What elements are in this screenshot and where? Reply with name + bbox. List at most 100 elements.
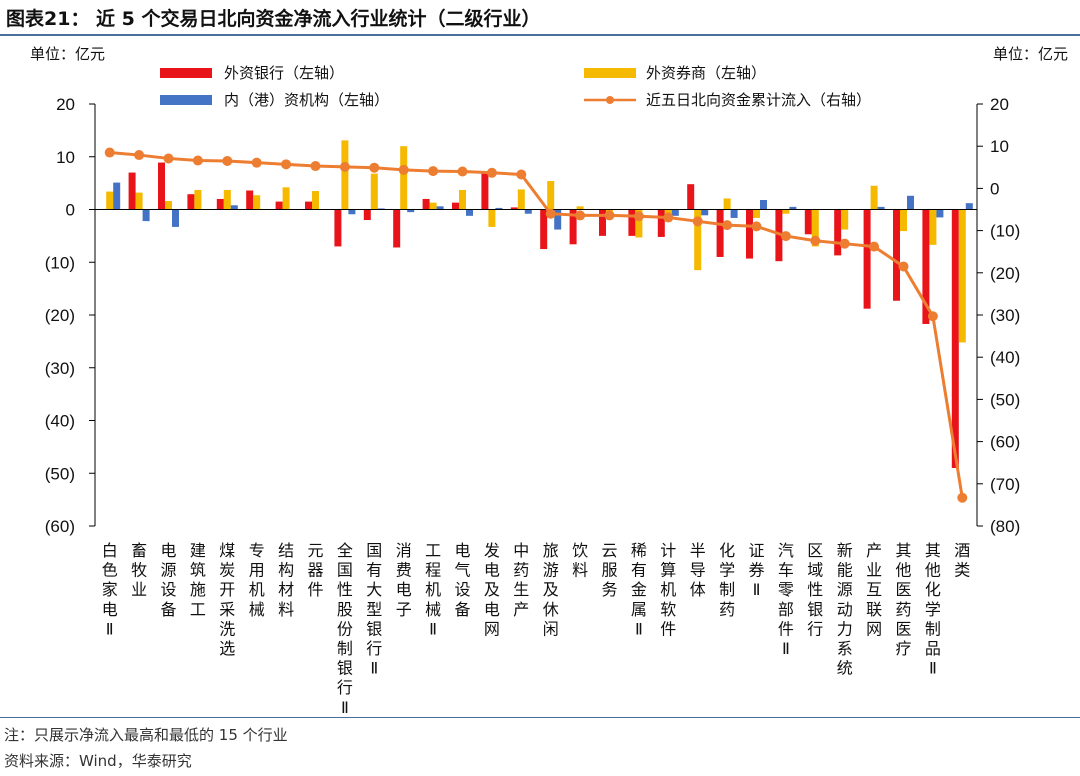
cumulative-point	[398, 164, 409, 175]
left-tick-label: (30)	[45, 359, 75, 378]
bar-foreign-brokers	[870, 185, 878, 210]
bar-foreign-brokers	[517, 189, 525, 210]
cumulative-point	[251, 157, 262, 168]
chart: 单位：亿元 单位：亿元 外资银行（左轴） 外资券商（左轴） 内（港）资机构（左轴…	[30, 45, 1068, 716]
left-tick-label: (50)	[45, 464, 75, 483]
category-label: 建筑施工	[190, 541, 206, 619]
category-label: 全国性股份制银行 Ⅱ	[337, 541, 353, 716]
bar-foreign-brokers	[811, 209, 819, 247]
bar-domestic-institutions	[936, 209, 944, 218]
category-label: 新能源动力系统	[837, 541, 853, 678]
right-tick-label: (70)	[990, 475, 1020, 494]
cumulative-point	[604, 210, 615, 221]
right-tick-label: (20)	[990, 264, 1020, 283]
cumulative-point	[192, 155, 203, 166]
bar-foreign-banks	[216, 198, 224, 210]
left-tick-label: (10)	[45, 253, 75, 272]
bar-foreign-banks	[246, 190, 254, 210]
left-axis-ticks: 20 10 0 (10) (20) (30) (40) (50) (60)	[45, 95, 95, 536]
right-tick-label: (80)	[990, 517, 1020, 536]
left-tick-label: 20	[56, 95, 75, 114]
cumulative-line-series	[104, 147, 968, 503]
bar-domestic-institutions	[495, 207, 503, 210]
right-tick-label: 0	[990, 179, 999, 198]
left-tick-label: (40)	[45, 412, 75, 431]
bar-foreign-banks	[893, 209, 900, 301]
bar-domestic-institutions	[760, 200, 767, 210]
cumulative-point	[898, 261, 909, 272]
bar-foreign-brokers	[782, 209, 790, 214]
legend-marker-cumulative	[606, 96, 614, 104]
legend-label-domestic-institutions: 内（港）资机构（左轴）	[224, 91, 389, 109]
category-label: 产业互联网	[866, 541, 882, 638]
legend-label-foreign-banks: 外资银行（左轴）	[224, 64, 344, 82]
legend-swatch-domestic-institutions	[160, 95, 212, 105]
category-label: 专用机械	[249, 541, 265, 619]
right-tick-label: 10	[990, 137, 1009, 156]
bar-domestic-institutions	[172, 209, 179, 227]
cumulative-point	[428, 166, 439, 177]
bar-domestic-institutions	[907, 195, 914, 210]
left-tick-label: (20)	[45, 306, 75, 325]
category-label: 计算机软件	[660, 541, 676, 638]
category-label: 化学制药	[719, 541, 735, 619]
cumulative-point	[134, 150, 145, 161]
category-label: 半导体	[690, 541, 706, 599]
right-tick-label: (40)	[990, 348, 1020, 367]
category-label: 饮料	[572, 541, 588, 580]
bar-foreign-brokers	[282, 187, 290, 210]
cumulative-point	[163, 153, 174, 164]
left-tick-label: 10	[56, 148, 75, 167]
bar-foreign-brokers	[694, 209, 702, 271]
footnote: 注：只展示净流入最高和最低的 15 个行业	[4, 726, 288, 744]
footer-rule	[0, 717, 1080, 718]
category-label: 白色家电 Ⅱ	[102, 541, 118, 638]
bar-domestic-institutions	[701, 209, 709, 216]
right-unit-label: 单位：亿元	[993, 45, 1068, 63]
category-label: 国有大型银行 Ⅱ	[366, 541, 382, 678]
bar-foreign-banks	[393, 209, 401, 248]
bar-foreign-banks	[628, 209, 636, 236]
title-rule	[0, 34, 1080, 36]
cumulative-point	[516, 169, 527, 180]
bar-foreign-banks	[363, 209, 371, 221]
cumulative-point	[575, 210, 586, 221]
category-label: 其他医药医疗	[895, 541, 911, 658]
bar-domestic-institutions	[436, 206, 444, 210]
bar-foreign-brokers	[929, 209, 937, 245]
cumulative-point	[810, 235, 821, 246]
bar-foreign-banks	[334, 209, 342, 247]
legend: 外资银行（左轴） 外资券商（左轴） 内（港）资机构（左轴） 近五日北向资金累计流…	[160, 64, 871, 109]
cumulative-point	[722, 220, 733, 231]
bar-domestic-institutions	[113, 182, 121, 210]
category-label: 中药生产	[513, 541, 529, 619]
bar-foreign-brokers	[547, 181, 555, 210]
bar-domestic-institutions	[524, 209, 532, 214]
cumulative-point	[957, 492, 968, 503]
category-labels: 白色家电 Ⅱ 畜牧业电源设备建筑施工煤炭开采洗选专用机械结构材料元器件全国性股份制银…	[102, 541, 971, 716]
bar-domestic-institutions	[877, 206, 885, 210]
cumulative-point	[310, 161, 321, 172]
category-label: 元器件	[307, 541, 323, 599]
bar-foreign-brokers	[576, 206, 584, 210]
bar-foreign-brokers	[341, 140, 349, 210]
cumulative-point	[692, 216, 703, 227]
right-tick-label: (30)	[990, 306, 1020, 325]
bar-foreign-brokers	[635, 209, 643, 238]
category-label: 畜牧业	[131, 541, 147, 599]
bar-foreign-banks	[481, 172, 489, 210]
left-tick-label: (60)	[45, 517, 75, 536]
legend-swatch-foreign-brokers	[584, 68, 636, 78]
source-note: 资料来源：Wind，华泰研究	[4, 752, 192, 770]
figure-title: 图表21： 近 5 个交易日北向资金净流入行业统计（二级行业）	[6, 8, 541, 30]
bar-foreign-brokers	[459, 189, 466, 210]
category-label: 煤炭开采洗选	[219, 541, 235, 658]
bar-foreign-banks	[657, 209, 665, 237]
right-tick-label: (50)	[990, 390, 1020, 409]
cumulative-point	[339, 161, 350, 172]
right-tick-label: (10)	[990, 222, 1020, 241]
bar-foreign-brokers	[194, 189, 202, 210]
bar-foreign-banks	[951, 209, 959, 468]
bar-foreign-banks	[746, 209, 753, 259]
category-label: 电源设备	[160, 541, 176, 619]
